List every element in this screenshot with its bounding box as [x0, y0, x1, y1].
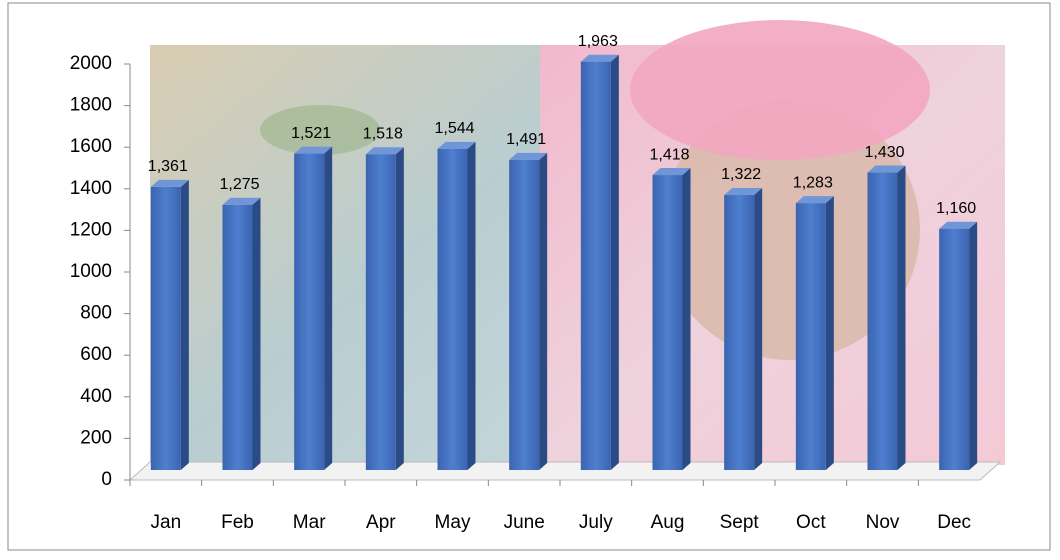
bar: [724, 188, 763, 471]
bar-side: [825, 196, 834, 471]
bar-side: [754, 188, 763, 471]
value-label: 1,322: [721, 166, 761, 183]
x-tick-label: Dec: [937, 512, 971, 533]
x-tick-label: Apr: [366, 512, 396, 533]
bar-side: [324, 146, 333, 470]
bar: [509, 152, 548, 470]
bar-side: [610, 54, 619, 471]
y-tick-label: 0: [101, 469, 112, 490]
x-tick-label: Feb: [221, 512, 254, 533]
bar-top: [509, 152, 548, 160]
bar-front: [939, 228, 970, 470]
bar-front: [580, 61, 611, 471]
value-label: 1,160: [936, 200, 976, 217]
value-label: 1,283: [793, 174, 833, 191]
bar-top: [437, 141, 476, 149]
y-tick-label: 200: [80, 427, 112, 448]
y-tick-label: 800: [80, 303, 112, 324]
bar-top: [795, 196, 834, 204]
bar-side: [467, 141, 476, 470]
value-label: 1,521: [291, 125, 331, 142]
bar-top: [580, 54, 619, 62]
bar-top: [724, 188, 763, 196]
y-tick-label: 1600: [70, 136, 112, 157]
y-tick-label: 1800: [70, 95, 112, 116]
bar: [150, 179, 189, 471]
bar: [795, 196, 834, 471]
value-label: 1,430: [864, 144, 904, 161]
bar-side: [539, 152, 548, 470]
bar-front: [437, 148, 468, 470]
bar-top: [867, 165, 906, 173]
bar-top: [939, 221, 978, 229]
bar-front: [652, 175, 683, 470]
bar: [652, 168, 691, 470]
bar: [867, 165, 906, 470]
bar: [294, 146, 333, 470]
bar-front: [795, 203, 826, 471]
bar: [437, 141, 476, 470]
bar-side: [395, 147, 404, 471]
value-label: 1,518: [363, 125, 403, 142]
x-tick-label: Mar: [293, 512, 326, 533]
y-tick-label: 1400: [70, 178, 112, 199]
bar-front: [365, 154, 396, 471]
floor: [128, 461, 1002, 481]
bar-front: [867, 172, 898, 470]
bar: [365, 147, 404, 471]
x-tick-label: Sept: [720, 512, 760, 533]
value-label: 1,418: [649, 146, 689, 163]
bar-side: [897, 165, 906, 470]
value-label: 1,544: [434, 120, 474, 137]
y-tick-label: 1000: [70, 261, 112, 282]
bar-front: [724, 195, 755, 471]
y-tick-label: 400: [80, 386, 112, 407]
x-tick-label: May: [435, 512, 471, 533]
bar-front: [222, 204, 253, 471]
bar: [222, 197, 261, 471]
bar-top: [652, 168, 691, 176]
bar: [580, 54, 619, 471]
x-tick-label: June: [504, 512, 545, 533]
bar-front: [294, 153, 325, 470]
value-label: 1,963: [578, 33, 618, 50]
x-tick-label: Oct: [796, 512, 826, 533]
value-label: 1,491: [506, 131, 546, 148]
bar-side: [969, 221, 978, 470]
bar-top: [150, 179, 189, 187]
bar-side: [180, 179, 189, 471]
y-tick-label: 600: [80, 344, 112, 365]
bar-side: [252, 197, 261, 471]
bar-side: [682, 168, 691, 470]
x-tick-label: July: [579, 512, 613, 533]
bar-top: [365, 147, 404, 155]
bar-front: [150, 186, 181, 471]
y-tick-label: 2000: [70, 53, 112, 74]
bar-top: [222, 197, 261, 205]
bar-front: [509, 159, 540, 470]
bar-top: [294, 146, 333, 154]
x-tick-label: Nov: [866, 512, 900, 533]
value-label: 1,361: [148, 158, 188, 175]
value-label: 1,275: [219, 176, 259, 193]
y-tick-label: 1200: [70, 219, 112, 240]
x-tick-label: Jan: [151, 512, 182, 533]
x-tick-label: Aug: [651, 512, 685, 533]
bar: [939, 221, 978, 470]
